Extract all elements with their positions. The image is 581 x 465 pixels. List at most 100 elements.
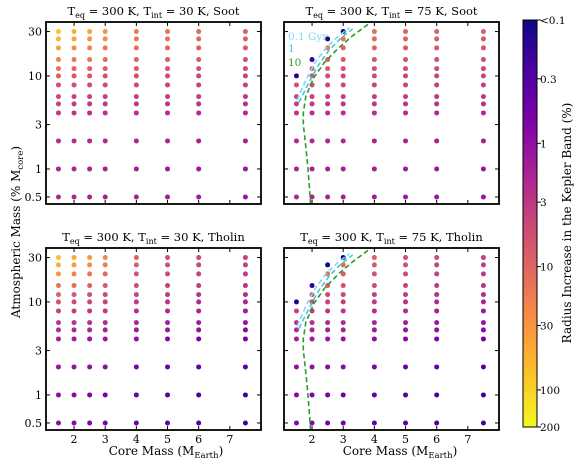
data-point [403,110,409,116]
data-point [102,320,108,326]
data-point [71,262,77,268]
curve-label-0: 0.1 Gyr [288,31,328,43]
data-point [87,292,93,298]
data-point [242,194,248,200]
data-point [480,292,486,298]
data-point [340,392,346,398]
data-point [325,364,331,370]
data-point [434,336,440,342]
data-point [480,364,486,370]
data-point [434,45,440,51]
data-point [242,255,248,261]
data-point [196,36,202,42]
data-point [55,110,61,116]
data-point [340,420,346,426]
data-point [133,66,139,72]
data-point [71,166,77,172]
data-point [403,36,409,42]
data-point [133,101,139,107]
data-point [371,194,377,200]
x-tick-label: 2 [309,433,316,446]
data-point [133,57,139,63]
data-point [87,262,93,268]
data-point [293,299,299,305]
data-point [87,29,93,35]
data-point [371,29,377,35]
age-curves [296,22,372,204]
data-point [165,29,171,35]
data-point [196,94,202,100]
data-point [325,94,331,100]
data-point [340,94,346,100]
data-point [165,320,171,326]
data-point [371,262,377,268]
data-point [102,101,108,107]
data-point [340,73,346,79]
data-point [196,45,202,51]
x-axis-label-left: Core Mass (MEarth) [109,444,224,461]
data-point [242,336,248,342]
age-curve-0 [296,27,350,101]
data-point [309,110,315,116]
curve-label-2: 10 [288,57,301,69]
data-point [480,255,486,261]
colorbar-ticks: <0.1 0.3 1 3 10 30 100 200 [537,15,566,434]
colorbar-tick-label: 10 [540,262,553,274]
data-point [340,299,346,305]
data-point [102,29,108,35]
data-point [403,255,409,261]
data-point [71,82,77,88]
colorbar-tick-label: 30 [540,320,553,332]
data-point [196,73,202,79]
data-point [309,336,315,342]
data-point [403,320,409,326]
data-point [340,166,346,172]
data-point [480,420,486,426]
data-point [371,320,377,326]
data-point [196,320,202,326]
data-point [87,101,93,107]
data-point [434,262,440,268]
data-point [480,327,486,333]
data-point [325,392,331,398]
data-point [371,271,377,277]
data-point [480,138,486,144]
data-point [309,283,315,289]
data-point [196,262,202,268]
data-point [309,194,315,200]
data-points [293,255,486,426]
data-point [480,299,486,305]
data-point [434,73,440,79]
data-point [403,364,409,370]
data-point [340,308,346,314]
data-point [87,420,93,426]
data-point [87,166,93,172]
data-point [403,292,409,298]
data-point [196,82,202,88]
data-point [165,271,171,277]
data-point [480,392,486,398]
data-point [87,255,93,261]
data-point [371,336,377,342]
data-point [434,283,440,289]
data-point [371,45,377,51]
age-curve-1 [298,254,354,329]
data-point [196,336,202,342]
data-point [325,308,331,314]
data-point [325,327,331,333]
data-point [55,327,61,333]
data-point [71,271,77,277]
data-point [87,299,93,305]
data-point [480,101,486,107]
data-point [87,283,93,289]
data-point [434,327,440,333]
data-point [71,364,77,370]
data-point [325,420,331,426]
data-point [87,66,93,72]
data-point [403,94,409,100]
data-point [293,392,299,398]
data-point [102,36,108,42]
data-point [87,364,93,370]
data-point [165,283,171,289]
data-point [55,101,61,107]
